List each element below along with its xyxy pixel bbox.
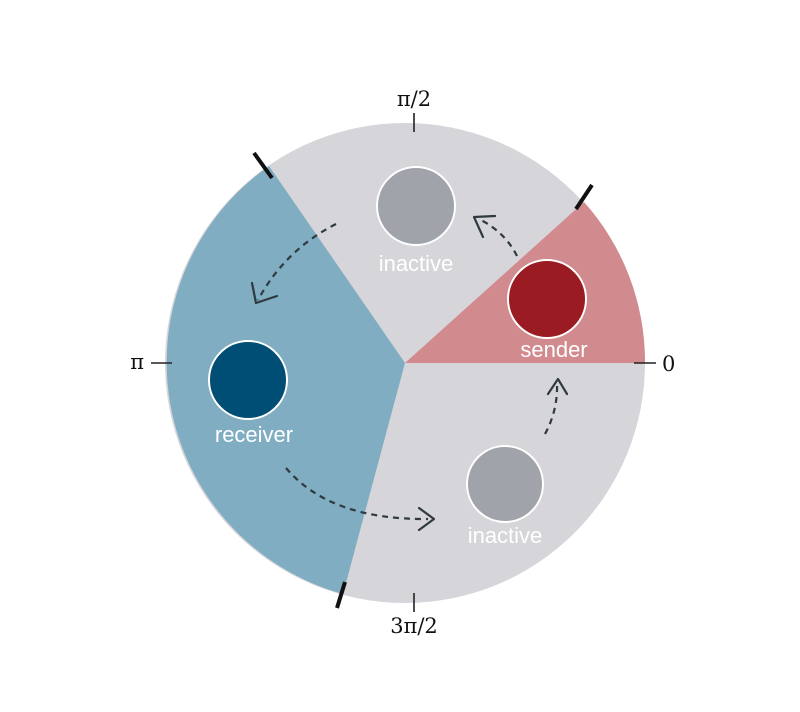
arrow-inactive-top-to-receiver (257, 223, 337, 301)
inactive-bottom-node-label: inactive (468, 523, 543, 548)
arrow-inactive-bottom-to-sender (544, 382, 559, 435)
boundary-tick-receiver-bottom (335, 581, 347, 609)
sector-boundary-ticks (252, 151, 594, 609)
arrowhead-receiver-to-inactive-bottom (417, 506, 436, 532)
axis-label-zero: 0 (662, 352, 675, 376)
sender-node-circle (507, 259, 587, 339)
inactive-top-node-circle (376, 166, 456, 246)
axis-label-three-half-pi: 3π/2 (390, 614, 438, 638)
inactive-top-node-label: inactive (379, 251, 454, 276)
axis-label-half-pi: π/2 (397, 87, 431, 111)
node-sender: sender (507, 259, 588, 362)
axis-ticks (151, 113, 656, 612)
arrowhead-sender-to-inactive-top (472, 214, 497, 239)
node-receiver: receiver (208, 340, 293, 447)
inactive-bottom-node-circle (466, 445, 544, 523)
axis-label-pi: π (130, 350, 144, 374)
node-inactive-top: inactive (376, 166, 456, 276)
boundary-tick-receiver-top (252, 151, 274, 180)
boundary-tick-sender (574, 183, 594, 211)
receiver-node-label: receiver (215, 422, 293, 447)
arrowhead-inactive-bottom-to-sender (546, 377, 569, 396)
receiver-node-circle (208, 340, 288, 420)
sender-node-label: sender (520, 337, 587, 362)
node-inactive-bottom: inactive (466, 445, 544, 548)
arrowhead-inactive-top-to-receiver (250, 281, 279, 305)
transition-arrows (250, 214, 569, 532)
arrow-receiver-to-inactive-bottom (285, 467, 429, 521)
arrow-sender-to-inactive-top (478, 218, 518, 257)
